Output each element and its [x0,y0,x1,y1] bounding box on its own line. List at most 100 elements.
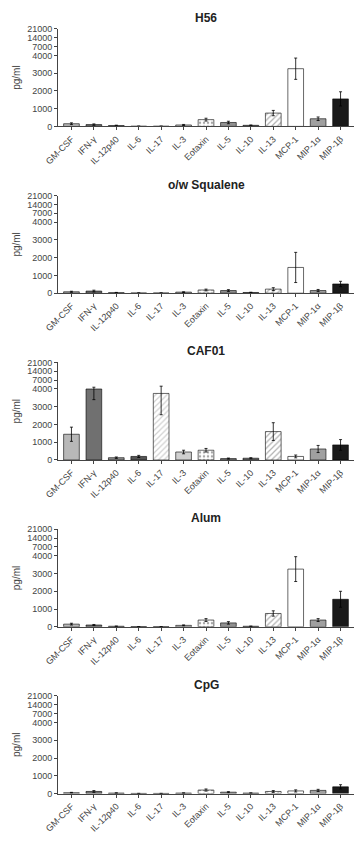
svg-text:3000: 3000 [32,402,52,412]
svg-text:IL-6: IL-6 [125,134,143,152]
svg-text:IFN-γ: IFN-γ [76,634,99,657]
svg-text:14000: 14000 [27,533,52,543]
svg-text:0: 0 [47,455,52,465]
svg-text:7000: 7000 [32,542,52,552]
svg-text:MIP-1α: MIP-1α [295,801,323,829]
svg-text:2000: 2000 [32,586,52,596]
svg-text:IL-13: IL-13 [256,801,278,823]
svg-text:IL-12p40: IL-12p40 [89,801,121,833]
svg-text:IL-10: IL-10 [234,301,256,323]
svg-text:21000: 21000 [27,358,52,368]
svg-text:21000: 21000 [27,691,52,701]
svg-text:IL-17: IL-17 [144,134,166,156]
svg-text:GM-CSF: GM-CSF [44,634,77,667]
svg-text:IL-13: IL-13 [256,468,278,490]
svg-text:1000: 1000 [32,104,52,114]
svg-text:IL-12p40: IL-12p40 [89,301,121,333]
svg-text:IL-12p40: IL-12p40 [89,134,121,166]
svg-text:21000: 21000 [27,524,52,534]
svg-text:3000: 3000 [32,68,52,78]
svg-text:0: 0 [47,288,52,298]
svg-text:2000: 2000 [32,86,52,96]
svg-text:MIP-1β: MIP-1β [317,134,345,162]
svg-text:Alum: Alum [191,511,221,525]
svg-text:IL-5: IL-5 [215,635,233,653]
svg-text:7000: 7000 [32,42,52,52]
svg-text:IL-5: IL-5 [215,801,233,819]
svg-text:21000: 21000 [27,24,52,34]
svg-text:7000: 7000 [32,375,52,385]
svg-text:MIP-1α: MIP-1α [295,301,323,329]
svg-text:4000: 4000 [32,384,52,394]
svg-text:MIP-1β: MIP-1β [317,301,345,329]
svg-text:GM-CSF: GM-CSF [44,467,77,500]
svg-text:IL-3: IL-3 [170,301,188,319]
svg-text:pg/ml: pg/ml [11,65,22,89]
svg-text:MCP-1: MCP-1 [273,134,300,161]
svg-text:IL-17: IL-17 [144,468,166,490]
svg-text:Eotaxin: Eotaxin [182,301,210,329]
svg-text:MIP-1α: MIP-1α [295,635,323,663]
svg-text:0: 0 [47,789,52,799]
svg-text:IL-3: IL-3 [170,635,188,653]
svg-text:MIP-1β: MIP-1β [317,468,345,496]
svg-text:IL-6: IL-6 [125,635,143,653]
svg-text:1000: 1000 [32,271,52,281]
svg-text:IL-17: IL-17 [144,635,166,657]
svg-text:CAF01: CAF01 [187,344,225,358]
svg-text:2000: 2000 [32,753,52,763]
svg-text:0: 0 [47,122,52,132]
svg-text:7000: 7000 [32,709,52,719]
svg-text:2000: 2000 [32,420,52,430]
svg-text:pg/ml: pg/ml [11,733,22,757]
svg-text:GM-CSF: GM-CSF [44,301,77,334]
svg-text:IL-12p40: IL-12p40 [89,635,121,667]
svg-text:7000: 7000 [32,208,52,218]
svg-text:MCP-1: MCP-1 [273,635,300,662]
svg-text:1000: 1000 [32,437,52,447]
svg-text:1000: 1000 [32,604,52,614]
svg-text:IL-3: IL-3 [170,468,188,486]
svg-text:0: 0 [47,622,52,632]
svg-text:IL-12p40: IL-12p40 [89,468,121,500]
svg-text:IL-3: IL-3 [170,801,188,819]
svg-text:IL-6: IL-6 [125,468,143,486]
svg-text:o/w Squalene: o/w Squalene [168,178,245,192]
svg-text:Eotaxin: Eotaxin [182,468,210,496]
svg-text:4000: 4000 [32,51,52,61]
svg-text:GM-CSF: GM-CSF [44,134,77,167]
svg-text:IFN-γ: IFN-γ [76,134,99,157]
svg-text:pg/ml: pg/ml [11,399,22,423]
svg-text:3000: 3000 [32,235,52,245]
svg-text:IL-13: IL-13 [256,301,278,323]
svg-text:IL-6: IL-6 [125,801,143,819]
svg-text:GM-CSF: GM-CSF [44,801,77,834]
svg-text:2000: 2000 [32,253,52,263]
svg-text:Eotaxin: Eotaxin [182,801,210,829]
svg-text:3000: 3000 [32,735,52,745]
svg-text:IFN-γ: IFN-γ [76,801,99,824]
svg-text:IFN-γ: IFN-γ [76,467,99,490]
svg-text:IL-17: IL-17 [144,301,166,323]
svg-text:CpG: CpG [194,678,219,692]
svg-text:pg/ml: pg/ml [11,232,22,256]
svg-text:MIP-1β: MIP-1β [317,635,345,663]
svg-text:14000: 14000 [27,700,52,710]
svg-text:4000: 4000 [32,217,52,227]
svg-text:pg/ml: pg/ml [11,566,22,590]
svg-text:3000: 3000 [32,569,52,579]
svg-text:IL-5: IL-5 [215,134,233,152]
svg-text:MCP-1: MCP-1 [273,801,300,828]
svg-text:IFN-γ: IFN-γ [76,301,99,324]
svg-text:IL-3: IL-3 [170,134,188,152]
svg-text:H56: H56 [195,11,217,25]
svg-text:14000: 14000 [27,33,52,43]
svg-text:MIP-1α: MIP-1α [295,468,323,496]
svg-text:1000: 1000 [32,771,52,781]
svg-text:IL-6: IL-6 [125,301,143,319]
svg-text:IL-10: IL-10 [234,134,256,156]
svg-text:14000: 14000 [27,200,52,210]
svg-text:IL-5: IL-5 [215,301,233,319]
svg-text:MIP-1α: MIP-1α [295,134,323,162]
svg-text:IL-13: IL-13 [256,635,278,657]
